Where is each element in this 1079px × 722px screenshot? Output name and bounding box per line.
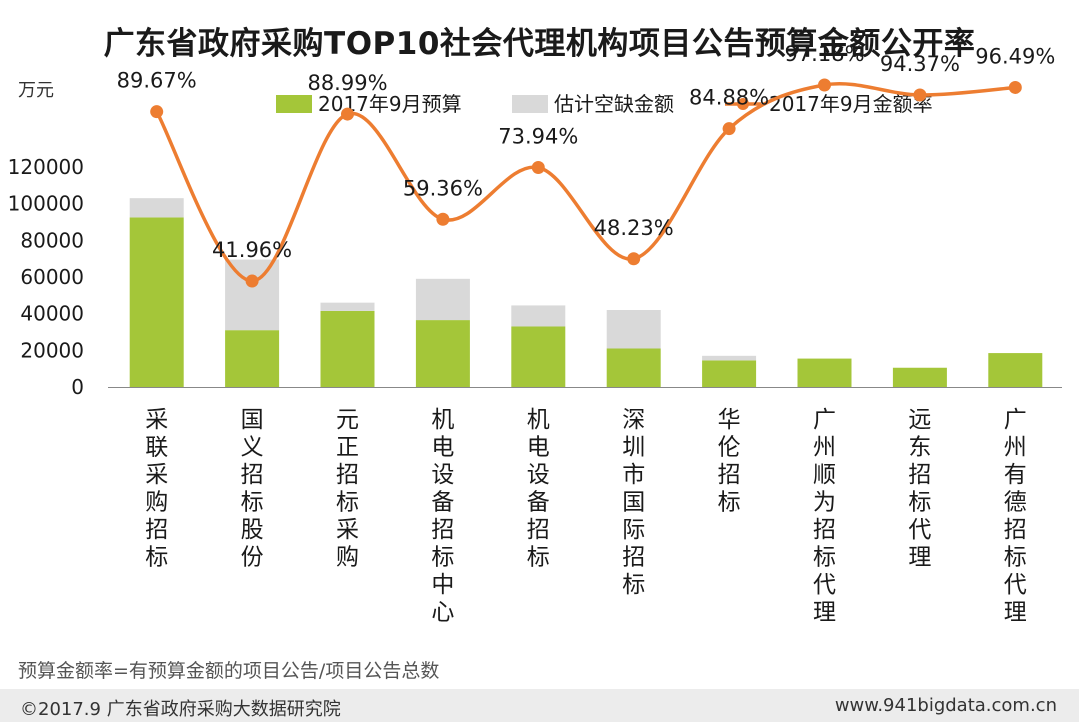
budget-bar — [892, 367, 947, 387]
y-tick-label: 120000 — [8, 155, 84, 179]
y-axis: 0 20000 40000 60000 80000 100000 120000 — [8, 155, 84, 399]
legend-gap-swatch — [512, 95, 548, 113]
rate-point — [436, 212, 450, 226]
y-tick-label: 100000 — [8, 192, 84, 216]
rate-point — [913, 88, 927, 102]
gap-bar — [511, 305, 566, 327]
rate-label: 89.67% — [117, 69, 197, 93]
rate-point — [722, 122, 736, 136]
rate-label: 94.37% — [880, 52, 960, 76]
y-tick-label: 80000 — [20, 228, 84, 252]
bars — [129, 198, 1043, 387]
y-tick-label: 60000 — [20, 265, 84, 289]
budget-bar — [988, 353, 1043, 387]
footer-bar: ©2017.9 广东省政府采购大数据研究院 www.941bigdata.com… — [0, 689, 1079, 722]
rate-label: 41.96% — [212, 238, 292, 262]
gap-bar — [606, 310, 661, 349]
gap-bar — [415, 278, 470, 321]
category-label: 机电设备招标 — [527, 407, 550, 571]
rate-point — [818, 78, 831, 92]
rate-label: 84.88% — [689, 86, 769, 110]
legend-budget-label: 2017年9月预算 — [318, 92, 462, 116]
category-label: 采联采购招标 — [145, 407, 168, 571]
budget-bar — [702, 360, 757, 387]
budget-bar — [415, 320, 470, 387]
rate-point — [1008, 80, 1022, 94]
rate-label: 48.23% — [594, 216, 674, 240]
category-label: 广州顺为招标代理 — [813, 407, 836, 626]
budget-bar — [225, 330, 280, 387]
rate-point — [245, 274, 259, 288]
rate-label: 96.49% — [975, 44, 1055, 68]
website-link[interactable]: www.941bigdata.com.cn — [834, 695, 1057, 716]
legend-rate-label: 2017年9月金额率 — [769, 92, 933, 116]
y-axis-unit: 万元 — [18, 80, 54, 101]
budget-bar — [511, 326, 566, 387]
gap-bar — [320, 302, 375, 311]
legend-budget-swatch — [276, 95, 312, 113]
category-label: 深圳市国际招标 — [622, 407, 645, 598]
y-tick-label: 0 — [71, 375, 84, 399]
category-label: 机电设备招标中心 — [431, 407, 454, 626]
y-tick-label: 20000 — [20, 338, 84, 362]
category-label: 元正招标采购 — [336, 407, 359, 571]
gap-bar — [702, 355, 757, 361]
gap-bar — [129, 198, 184, 218]
y-tick-label: 40000 — [20, 302, 84, 326]
chart-title: 广东省政府采购TOP10社会代理机构项目公告预算金额公开率 — [103, 26, 976, 62]
rate-label: 59.36% — [403, 176, 483, 200]
x-axis: 采联采购招标 国义招标股份 元正招标采购 机电设备招标中心 机电设备招标 深圳市国际招标 华… — [108, 387, 1062, 626]
legend-rate-marker — [737, 98, 749, 110]
rate-point — [531, 161, 545, 175]
legend: 2017年9月预算 估计空缺金额 2017年9月金额率 — [276, 92, 933, 116]
rate-label: 97.18% — [784, 42, 864, 66]
category-label: 广州有德招标代理 — [1004, 407, 1027, 626]
rate-point — [150, 105, 164, 119]
category-label: 华伦招标 — [718, 407, 741, 516]
budget-bar — [129, 217, 184, 387]
budget-bar — [606, 348, 661, 387]
budget-bar — [320, 310, 375, 387]
category-label: 国义招标股份 — [241, 407, 264, 571]
rate-line-layer: 89.67% 41.96% 88.99% 59.36% 73.94% 48.23% 84.8… — [117, 42, 1055, 288]
budget-bar — [797, 358, 852, 387]
category-label: 远东招标代理 — [908, 407, 931, 571]
rate-label: 73.94% — [498, 125, 578, 149]
legend-gap-label: 估计空缺金额 — [554, 92, 674, 116]
rate-point — [341, 107, 354, 121]
rate-point — [627, 252, 641, 266]
footnote: 预算金额率=有预算金额的项目公告/项目公告总数 — [18, 660, 440, 682]
copyright: ©2017.9 广东省政府采购大数据研究院 — [20, 699, 341, 720]
rate-label: 88.99% — [307, 71, 387, 95]
